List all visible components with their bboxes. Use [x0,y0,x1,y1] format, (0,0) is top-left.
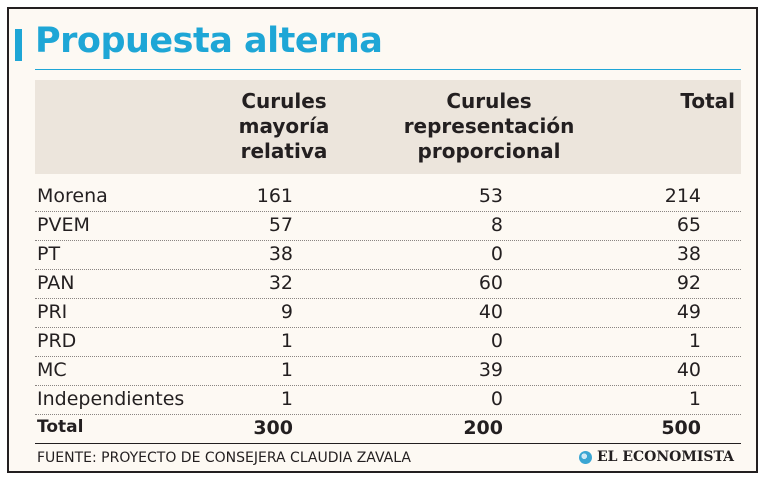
total-representacion: 200 [463,417,503,439]
cell-representacion: 0 [490,243,503,265]
row-label: PRD [37,330,77,352]
column-header-total: Total [680,89,735,113]
total-mayoria: 300 [253,417,293,439]
table-header-band [35,80,741,174]
source-note: FUENTE: PROYECTO DE CONSEJERA CLAUDIA ZA… [37,450,411,466]
table-body: Morena 161 53 214 PVEM 57 8 65 PT 38 0 3… [35,183,741,444]
cell-representacion: 0 [490,330,503,352]
cell-mayoria: 57 [268,214,293,236]
total-label: Total [37,417,84,437]
table-total-row: Total 300 200 500 [35,415,741,444]
title-accent-bar [15,29,22,61]
chart-title: Propuesta alterna [35,21,383,61]
cell-total: 1 [688,388,701,410]
cell-mayoria: 32 [268,272,293,294]
cell-representacion: 60 [478,272,503,294]
total-total: 500 [661,417,701,439]
cell-representacion: 53 [478,185,503,207]
cell-total: 49 [676,301,701,323]
row-label: MC [37,359,67,381]
table-row: Independientes 1 0 1 [35,386,741,415]
row-label: PAN [37,272,75,294]
cell-total: 92 [676,272,701,294]
infographic-frame: Propuesta alterna Curules mayoría relati… [7,7,758,473]
column-header-mayoria: Curules mayoría relativa [238,89,330,163]
cell-mayoria: 1 [280,330,293,352]
cell-total: 1 [688,330,701,352]
cell-mayoria: 1 [280,359,293,381]
cell-total: 214 [664,185,701,207]
cell-representacion: 0 [490,388,503,410]
row-label: PT [37,243,61,265]
table-row: PRD 1 0 1 [35,328,741,357]
cell-mayoria: 1 [280,388,293,410]
table-row: PT 38 0 38 [35,241,741,270]
table-row: PVEM 57 8 65 [35,212,741,241]
row-label: Independientes [37,388,185,410]
cell-mayoria: 9 [280,301,293,323]
row-label: Morena [37,185,108,207]
cell-total: 38 [676,243,701,265]
row-label: PVEM [37,214,90,236]
brand-name: EL ECONOMISTA [596,449,734,465]
cell-representacion: 40 [478,301,503,323]
cell-representacion: 39 [478,359,503,381]
globe-icon [578,450,592,464]
title-divider [35,69,741,70]
table-row: Morena 161 53 214 [35,183,741,212]
brand-logo: EL ECONOMISTA [578,449,734,465]
table-row: PRI 9 40 49 [35,299,741,328]
column-header-representacion: Curules representación proporcional [403,89,575,163]
cell-mayoria: 161 [256,185,293,207]
cell-total: 40 [676,359,701,381]
cell-representacion: 8 [490,214,503,236]
table-row: PAN 32 60 92 [35,270,741,299]
row-label: PRI [37,301,68,323]
cell-mayoria: 38 [268,243,293,265]
table-row: MC 1 39 40 [35,357,741,386]
cell-total: 65 [676,214,701,236]
